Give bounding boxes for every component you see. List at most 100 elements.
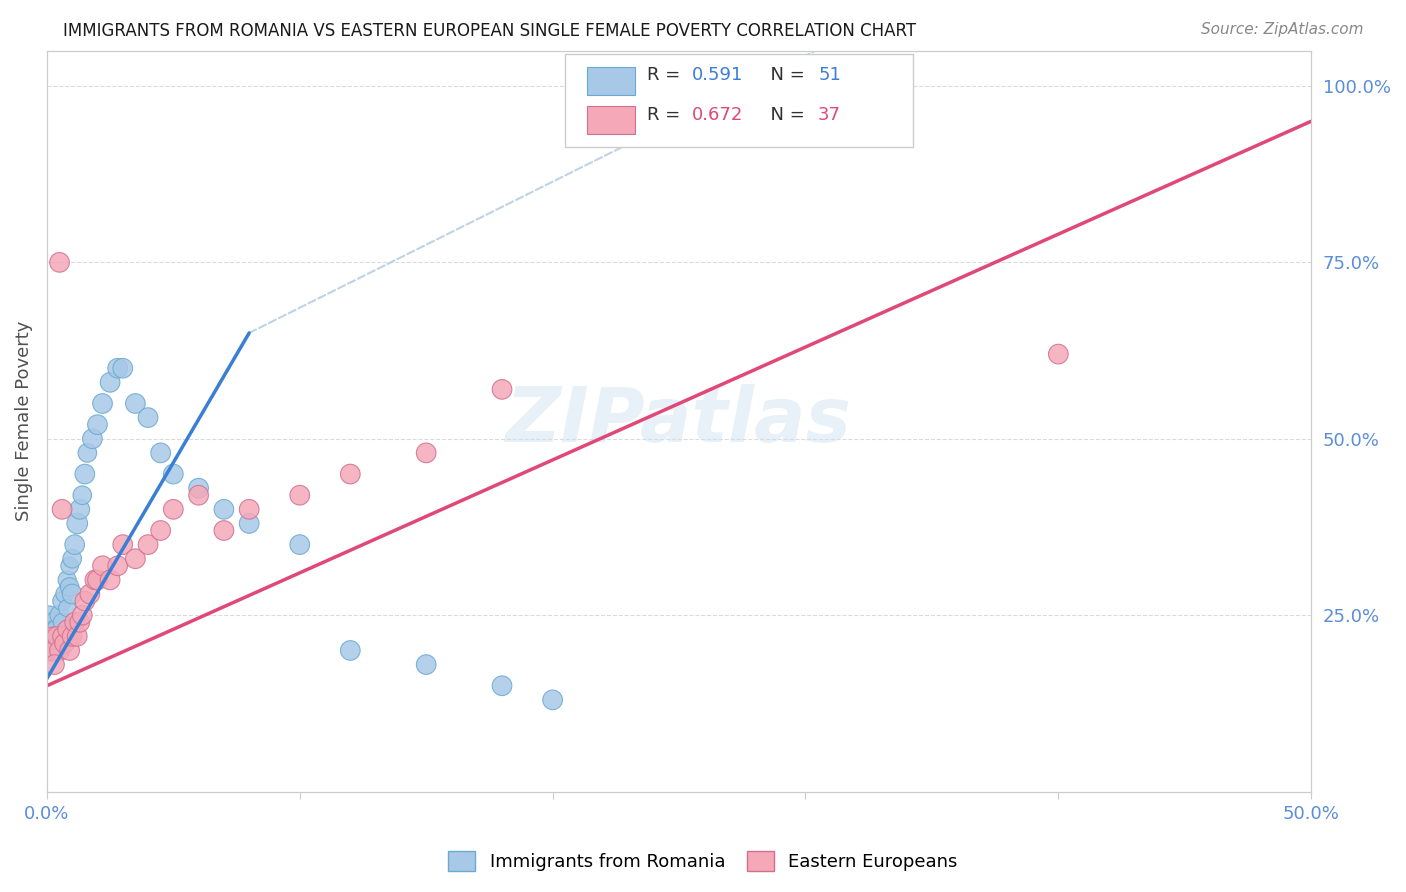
Point: [491, 679, 513, 693]
Point: [72, 488, 94, 502]
Point: [136, 538, 159, 552]
Point: [51, 629, 73, 643]
Point: [79, 587, 101, 601]
Point: [44, 629, 66, 643]
Point: [111, 538, 134, 552]
Point: [124, 396, 146, 410]
Point: [48, 643, 70, 657]
Point: [415, 446, 437, 460]
Point: [56, 622, 79, 636]
Point: [46, 622, 69, 636]
Point: [51, 594, 73, 608]
Point: [66, 629, 89, 643]
Point: [46, 629, 69, 643]
Point: [44, 643, 66, 657]
Point: [162, 502, 184, 516]
Text: R =: R =: [647, 106, 686, 124]
Point: [63, 538, 86, 552]
Point: [51, 502, 73, 516]
Point: [60, 551, 83, 566]
Text: 51: 51: [818, 66, 841, 84]
Point: [41, 629, 63, 643]
Text: N =: N =: [759, 106, 810, 124]
Point: [124, 551, 146, 566]
Point: [107, 361, 129, 376]
Point: [107, 558, 129, 573]
Point: [136, 410, 159, 425]
Point: [69, 615, 91, 630]
Point: [38, 608, 60, 623]
Point: [48, 255, 70, 269]
Point: [41, 636, 63, 650]
Point: [59, 580, 82, 594]
Point: [56, 601, 79, 615]
Point: [76, 446, 98, 460]
Point: [238, 516, 260, 531]
Point: [66, 516, 89, 531]
Bar: [586, 106, 634, 135]
Point: [51, 615, 73, 630]
Point: [86, 573, 108, 587]
Point: [187, 488, 209, 502]
Text: 0.672: 0.672: [692, 106, 742, 124]
FancyBboxPatch shape: [565, 54, 912, 147]
Point: [187, 481, 209, 495]
Bar: [586, 67, 634, 95]
Point: [44, 643, 66, 657]
Point: [41, 622, 63, 636]
Point: [212, 502, 235, 516]
Text: IMMIGRANTS FROM ROMANIA VS EASTERN EUROPEAN SINGLE FEMALE POVERTY CORRELATION CH: IMMIGRANTS FROM ROMANIA VS EASTERN EUROP…: [63, 22, 917, 40]
Point: [149, 524, 172, 538]
Point: [212, 524, 235, 538]
Text: R =: R =: [647, 66, 686, 84]
Point: [44, 622, 66, 636]
Point: [98, 573, 121, 587]
Point: [69, 502, 91, 516]
Point: [73, 594, 96, 608]
Point: [794, 78, 817, 93]
Text: N =: N =: [759, 66, 810, 84]
Text: ZIPatlas: ZIPatlas: [506, 384, 852, 458]
Point: [82, 432, 104, 446]
Point: [48, 629, 70, 643]
Point: [38, 615, 60, 630]
Point: [111, 361, 134, 376]
Point: [53, 629, 76, 643]
Point: [288, 538, 311, 552]
Point: [162, 467, 184, 481]
Point: [41, 629, 63, 643]
Point: [73, 467, 96, 481]
Point: [44, 657, 66, 672]
Point: [53, 587, 76, 601]
Point: [48, 608, 70, 623]
Point: [44, 615, 66, 630]
Text: 37: 37: [818, 106, 841, 124]
Point: [48, 643, 70, 657]
Point: [288, 488, 311, 502]
Point: [339, 467, 361, 481]
Point: [541, 693, 564, 707]
Point: [91, 558, 114, 573]
Point: [38, 643, 60, 657]
Point: [60, 587, 83, 601]
Point: [38, 629, 60, 643]
Text: Source: ZipAtlas.com: Source: ZipAtlas.com: [1201, 22, 1364, 37]
Point: [415, 657, 437, 672]
Point: [98, 376, 121, 390]
Y-axis label: Single Female Poverty: Single Female Poverty: [15, 321, 32, 521]
Point: [59, 558, 82, 573]
Point: [149, 446, 172, 460]
Point: [63, 615, 86, 630]
Point: [59, 643, 82, 657]
Point: [53, 636, 76, 650]
Point: [72, 608, 94, 623]
Point: [339, 643, 361, 657]
Legend: Immigrants from Romania, Eastern Europeans: Immigrants from Romania, Eastern Europea…: [441, 844, 965, 879]
Point: [1047, 347, 1070, 361]
Point: [56, 573, 79, 587]
Point: [60, 629, 83, 643]
Point: [38, 643, 60, 657]
Point: [86, 417, 108, 432]
Point: [491, 383, 513, 397]
Point: [46, 636, 69, 650]
